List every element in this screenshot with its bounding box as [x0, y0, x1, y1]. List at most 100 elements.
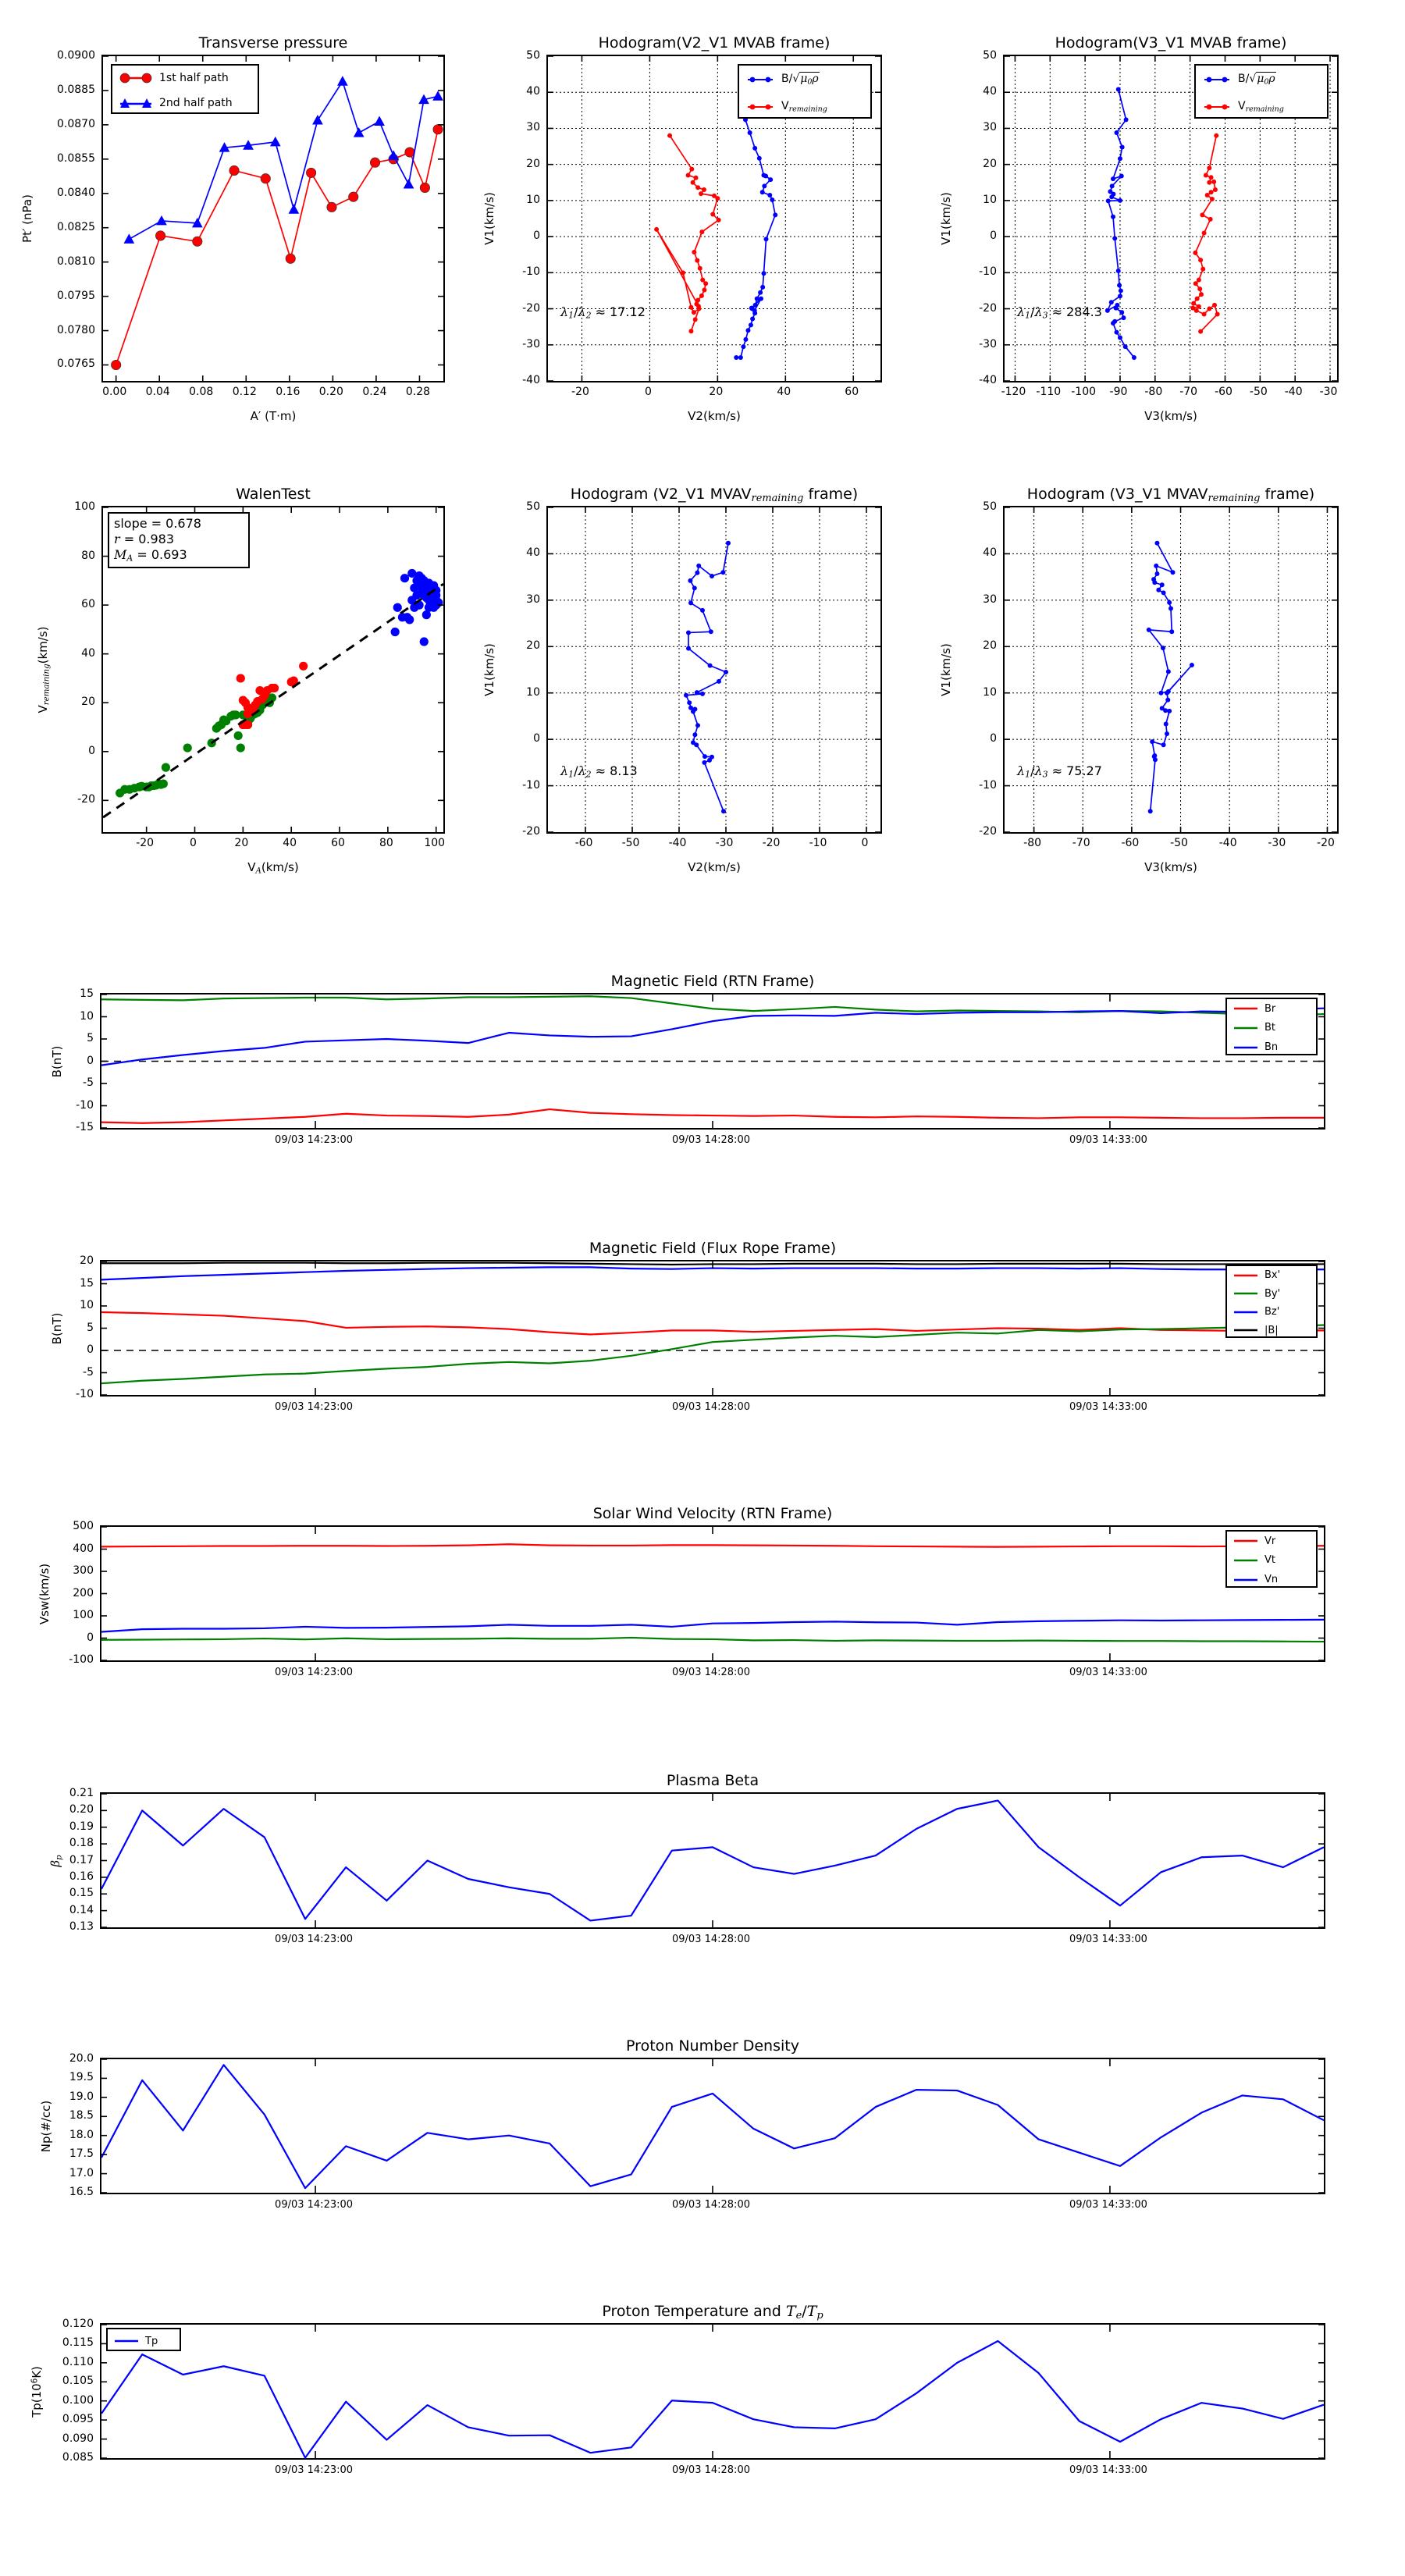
x-tick-label: -110: [1036, 386, 1062, 398]
legend-swatch: [1233, 1005, 1258, 1012]
y-tick-label: 50: [526, 500, 540, 513]
y-axis-label: βp: [48, 1854, 64, 1867]
y-axis-label: Vsw(km/s): [37, 1563, 52, 1624]
legend: Vr Vt Vn: [1225, 1530, 1318, 1588]
x-tick-label: 0.28: [405, 386, 431, 398]
plot-area-hodo_v2_mvab: [546, 55, 882, 382]
series-V3_V1: [1146, 540, 1194, 814]
y-tick-label: 0: [990, 229, 997, 243]
y-tick-label: 0.120: [62, 2318, 94, 2330]
panel-title-bfield_rtn: Magnetic Field (RTN Frame): [610, 973, 815, 990]
y-tick-label: 0.110: [62, 2355, 94, 2368]
legend-swatch: [745, 75, 775, 84]
y-tick-label: 300: [73, 1564, 94, 1577]
y-axis-label: Np(#/cc): [39, 2100, 53, 2152]
y-tick-label: 10: [983, 685, 997, 699]
x-tick-label: -20: [1317, 837, 1335, 849]
x-tick-label-time: 09/03 14:23:00: [275, 2464, 354, 2476]
y-tick-label: 0.0900: [57, 49, 95, 62]
y-tick-label: 0.095: [62, 2413, 94, 2426]
x-tick-label: 0.12: [232, 386, 257, 398]
y-axis-label: V1(km/s): [939, 643, 953, 696]
x-axis-label: V3(km/s): [1144, 860, 1197, 874]
y-tick-label: -30: [522, 337, 540, 350]
plot-canvas-velocity: [101, 1526, 1325, 1661]
plot-area-bfield_rtn: [100, 993, 1325, 1130]
y-tick-label: 0.13: [69, 1920, 94, 1933]
plot-canvas-beta: [101, 1793, 1325, 1928]
legend-label: Bt: [1264, 1022, 1276, 1034]
y-tick-label: -10: [522, 265, 540, 279]
y-tick-label: 50: [983, 49, 997, 62]
y-tick-label: 0.100: [62, 2393, 94, 2407]
panel-hodo_v3_mvav: Hodogram (V3_V1 MVAVremaining frame) -20 -…: [939, 486, 1339, 874]
y-tick-label: -5: [83, 1365, 94, 1379]
legend-entry: B/√μ0ρ: [1196, 66, 1330, 93]
y-tick-label: 20: [983, 639, 997, 653]
legend-entry: By': [1227, 1285, 1319, 1304]
x-tick-label: -40: [1284, 386, 1303, 398]
legend-entry: Bz': [1227, 1303, 1319, 1322]
y-tick-label: 400: [73, 1542, 94, 1555]
plot-canvas-hodo_v3_mvav: [1005, 507, 1337, 833]
x-tick-label: -40: [668, 837, 687, 849]
y-tick-label: 200: [73, 1586, 94, 1599]
series-Np: [101, 2064, 1325, 2190]
x-tick-label-time: 09/03 14:28:00: [672, 1667, 750, 1678]
x-tick-label: -30: [715, 837, 734, 849]
panel-temperature: Proton Temperature and Te/Tp 0.085 0.090 0.…: [30, 2303, 1325, 2476]
legend-swatch: [745, 102, 775, 112]
plot-canvas-bfield_fluxrope: [101, 1261, 1325, 1396]
x-tick-label: -20: [762, 837, 781, 849]
y-tick-label: 16.5: [69, 2186, 94, 2198]
panel-hodo_v2_mvab: Hodogram(V2_V1 MVAB frame) -40 -30 -20 -10 0 1…: [482, 34, 882, 423]
y-tick-label: -30: [979, 337, 997, 350]
panel-title-transverse_pressure: Transverse pressure: [198, 34, 348, 52]
y-axis-label: B(nT): [50, 1312, 64, 1344]
legend-entry: Vt: [1227, 1551, 1319, 1571]
y-axis-label: V1(km/s): [939, 192, 953, 245]
y-tick-label: -20: [77, 793, 95, 806]
series-1st half path: [111, 124, 443, 371]
x-tick-label: -90: [1109, 386, 1128, 398]
plot-canvas-walen: [102, 507, 444, 832]
x-tick-label: 60: [845, 386, 859, 398]
y-tick-label: 15: [80, 1276, 94, 1290]
y-tick-label: 10: [80, 1009, 94, 1023]
panel-title-walen: WalenTest: [236, 486, 311, 503]
y-tick-label: 17.0: [69, 2166, 94, 2179]
y-tick-label: 0: [87, 1343, 94, 1356]
legend-swatch: [119, 73, 153, 84]
y-tick-label: 0.20: [69, 1803, 94, 1816]
plot-area-hodo_v2_mvav: [546, 506, 882, 834]
plot-canvas-temperature: [101, 2324, 1325, 2459]
panel-title-density: Proton Number Density: [626, 2037, 799, 2055]
y-tick-label: 30: [983, 592, 997, 606]
y-axis-label: Pt′ (nPa): [20, 194, 34, 243]
y-tick-label: 0.0870: [57, 117, 95, 130]
legend-swatch: [1233, 1557, 1258, 1564]
y-tick-label: 0.18: [69, 1837, 94, 1850]
x-tick-label: 0.08: [189, 386, 214, 398]
y-tick-label: 40: [983, 546, 997, 560]
x-tick-label: 80: [379, 837, 393, 849]
legend-swatch: [1233, 1576, 1258, 1584]
legend-entry: B/√μ0ρ: [739, 66, 873, 93]
x-tick-label: 0: [644, 386, 652, 398]
x-tick-label: 0.00: [102, 386, 127, 398]
legend: B/√μ0ρ Vremaining: [1194, 64, 1329, 119]
legend-swatch: [1202, 102, 1232, 112]
panel-title-hodo_v2_mvav: Hodogram (V2_V1 MVAVremaining frame): [570, 486, 859, 505]
x-tick-label-time: 09/03 14:33:00: [1069, 1401, 1147, 1413]
y-tick-label: -10: [522, 778, 540, 792]
legend: B/√μ0ρ Vremaining: [738, 64, 872, 119]
legend: Br Bt Bn: [1225, 998, 1318, 1055]
y-tick-label: -15: [76, 1121, 94, 1133]
y-tick-label: -20: [979, 825, 997, 838]
x-tick-label: -20: [571, 386, 589, 398]
legend-label: Bn: [1264, 1041, 1279, 1054]
y-tick-label: -10: [979, 265, 997, 279]
y-axis-label: Tp(106K): [30, 2365, 44, 2418]
y-tick-label: 0: [990, 732, 997, 745]
y-tick-label: -20: [979, 301, 997, 315]
